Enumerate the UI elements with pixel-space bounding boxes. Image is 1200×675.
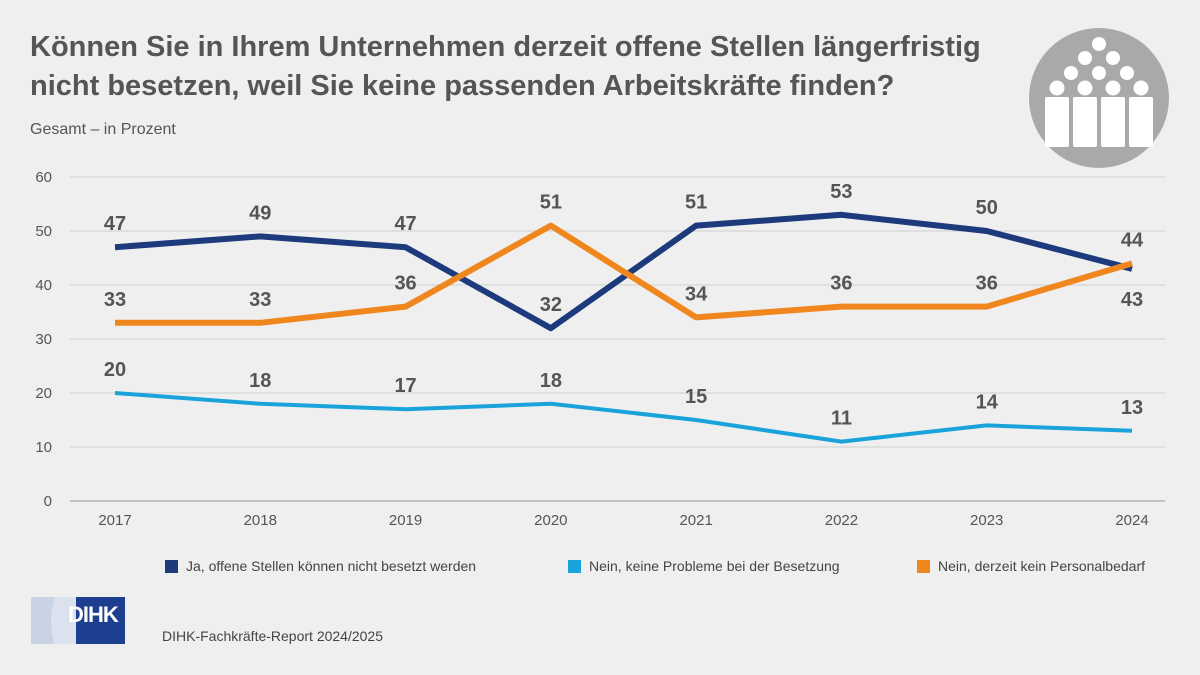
data-label: 17 [394, 375, 416, 397]
legend-label: Ja, offene Stellen können nicht besetzt … [186, 558, 477, 574]
data-label: 18 [249, 370, 271, 392]
series-line [115, 222, 1133, 326]
data-label: 44 [1121, 229, 1144, 251]
y-tick-label: 40 [35, 277, 52, 294]
data-label: 15 [685, 386, 707, 408]
data-label: 18 [540, 370, 562, 392]
x-tick-label: 2020 [534, 512, 567, 529]
x-tick-label: 2017 [98, 512, 131, 529]
data-label: 43 [1121, 289, 1143, 311]
data-label: 36 [830, 273, 852, 295]
x-tick-label: 2021 [679, 512, 712, 529]
legend-label: Nein, derzeit kein Personalbedarf [938, 558, 1146, 574]
data-label: 13 [1121, 397, 1143, 419]
x-tick-label: 2019 [389, 512, 422, 529]
y-tick-label: 60 [35, 169, 52, 186]
chart-title: Können Sie in Ihrem Unternehmen derzeit … [30, 31, 981, 102]
data-label: 14 [976, 391, 999, 413]
series-line [114, 211, 1133, 332]
x-tick-label: 2018 [244, 512, 277, 529]
data-label: 33 [104, 289, 126, 311]
x-tick-label: 2023 [970, 512, 1003, 529]
legend-label: Nein, keine Probleme bei der Besetzung [589, 558, 840, 574]
data-label: 51 [685, 192, 707, 214]
people-group-icon [1029, 28, 1169, 168]
legend-item-kein-bedarf: Nein, derzeit kein Personalbedarf [917, 558, 1145, 574]
y-tick-label: 50 [35, 223, 52, 240]
source-text: DIHK-Fachkräfte-Report 2024/2025 [162, 628, 383, 644]
legend-item-ja: Ja, offene Stellen können nicht besetzt … [165, 558, 476, 574]
data-label: 32 [540, 294, 562, 316]
data-label: 51 [540, 192, 562, 214]
legend-swatch [568, 559, 581, 573]
y-tick-label: 20 [35, 385, 52, 402]
chart-subtitle: Gesamt – in Prozent [30, 121, 176, 138]
data-label: 49 [249, 202, 271, 224]
y-tick-label: 0 [44, 493, 52, 510]
series-line [114, 391, 1133, 444]
y-tick-label: 10 [35, 439, 52, 456]
legend-swatch [165, 559, 178, 573]
data-label: 47 [394, 213, 416, 235]
data-label: 50 [976, 197, 998, 219]
x-tick-label: 2022 [825, 512, 858, 529]
legend-swatch [917, 559, 930, 573]
data-label: 47 [104, 213, 126, 235]
data-label: 53 [830, 181, 852, 203]
data-label: 36 [976, 273, 998, 295]
dihk-logo: DIHK [31, 597, 125, 644]
y-tick-label: 30 [35, 331, 52, 348]
legend-item-keine-probleme: Nein, keine Probleme bei der Besetzung [568, 558, 840, 574]
data-label: 34 [685, 283, 708, 305]
data-label: 33 [249, 289, 271, 311]
data-label: 36 [394, 273, 416, 295]
data-label: 11 [831, 408, 852, 430]
data-label: 20 [104, 359, 126, 381]
x-tick-label: 2024 [1115, 512, 1148, 529]
